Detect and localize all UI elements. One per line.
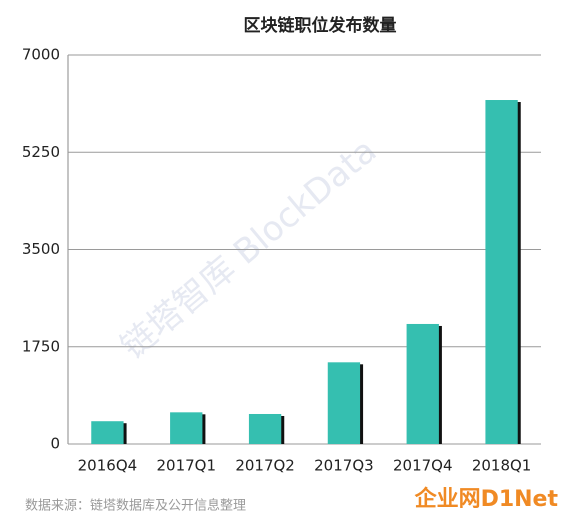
x-tick-label: 2017Q1 — [156, 457, 216, 475]
x-tick-label: 2017Q3 — [314, 457, 374, 475]
bar — [248, 413, 282, 444]
y-tick-label: 1750 — [22, 337, 60, 355]
x-tick-label: 2016Q4 — [78, 457, 138, 475]
bar — [485, 100, 518, 445]
bar — [91, 421, 124, 444]
bar — [170, 412, 203, 444]
y-tick-label: 3500 — [22, 240, 60, 258]
chart-title: 区块链职位发布数量 — [244, 15, 397, 36]
logo: 企业网D1Net — [414, 486, 559, 512]
x-tick-label: 2018Q1 — [472, 457, 532, 475]
y-tick-label: 5250 — [22, 143, 60, 161]
y-tick-label: 0 — [50, 435, 60, 453]
bar — [406, 323, 439, 444]
source: 数据来源：链塔数据库及公开信息整理 — [25, 498, 246, 514]
watermark: 链塔智库 BlockData — [114, 131, 385, 367]
bar — [327, 362, 361, 444]
y-tick-label: 7000 — [22, 46, 60, 64]
x-tick-label: 2017Q2 — [235, 457, 295, 475]
x-tick-label: 2017Q4 — [393, 457, 453, 475]
